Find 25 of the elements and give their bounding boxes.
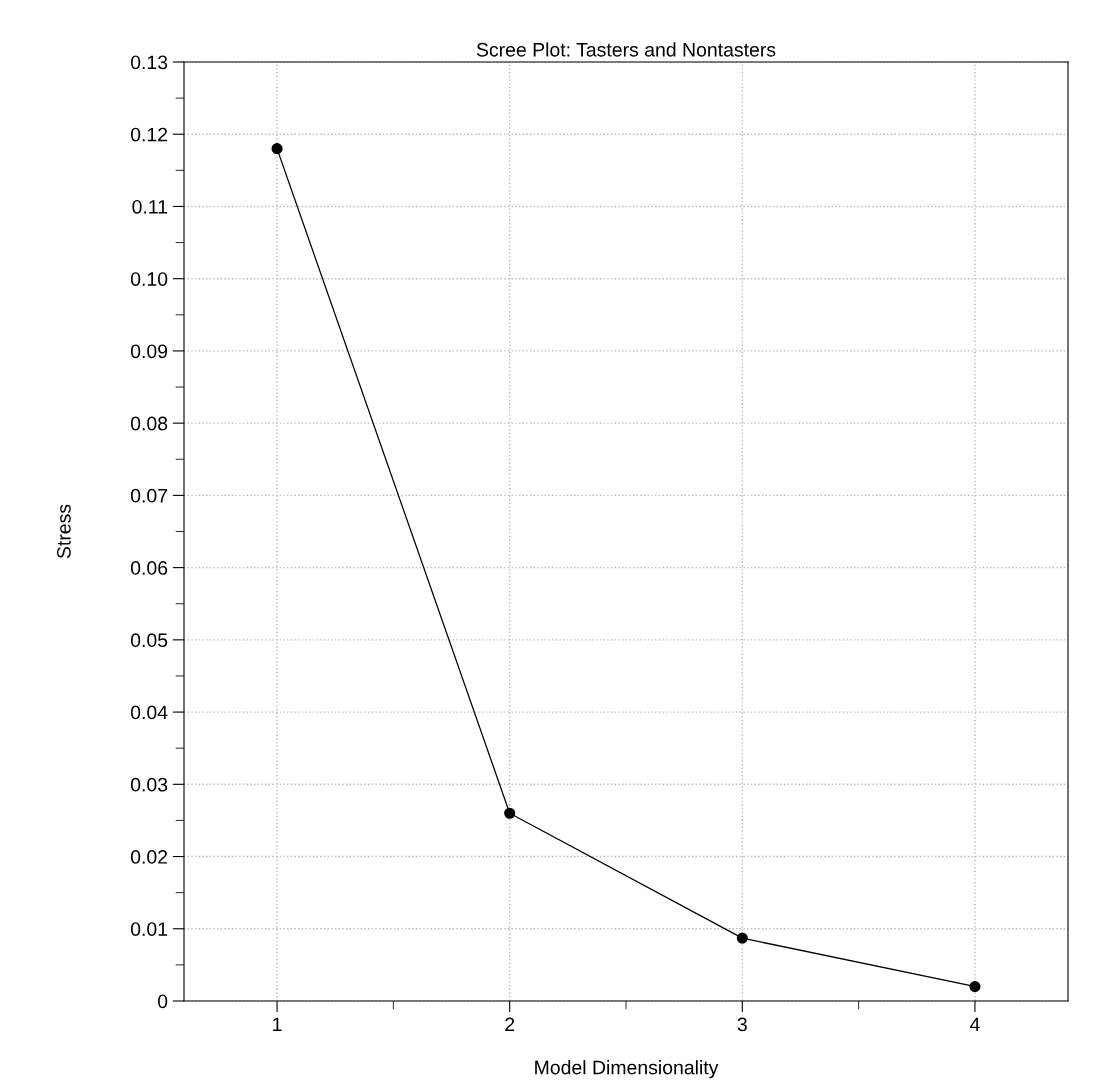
y-axis-title: Stress xyxy=(57,504,71,559)
y-tick-label: 0.04 xyxy=(130,705,168,720)
y-tick-label: 0.12 xyxy=(130,127,168,142)
point xyxy=(736,932,748,944)
y-tick-label: 0.09 xyxy=(130,344,168,359)
y-tick-label: 0.03 xyxy=(130,777,168,792)
chart-title: Scree Plot: Tasters and Nontasters xyxy=(476,42,776,57)
y-tick-label: 0.08 xyxy=(130,416,168,431)
point xyxy=(504,807,516,819)
y-tick-label: 0.02 xyxy=(130,850,168,864)
x-tick-label: 2 xyxy=(505,1017,515,1032)
y-tick-label: 0.11 xyxy=(132,199,168,214)
x-tick-label: 3 xyxy=(737,1017,747,1032)
y-tick-label: 0 xyxy=(157,994,168,1009)
y-tick-label: 0.05 xyxy=(130,633,168,648)
point xyxy=(271,143,283,155)
x-axis-title: Model Dimensionality xyxy=(535,1060,719,1079)
y-tick-label: 0.10 xyxy=(130,272,168,286)
y-tick-label: 0.06 xyxy=(130,561,168,575)
y-tick-label: 0.01 xyxy=(130,922,168,937)
x-tick-label: 1 xyxy=(273,1017,282,1032)
point xyxy=(969,980,981,993)
y-tick-label: 0.07 xyxy=(130,488,168,503)
y-tick-label: 0.13 xyxy=(130,55,168,70)
x-tick-label: 4 xyxy=(969,1017,980,1032)
